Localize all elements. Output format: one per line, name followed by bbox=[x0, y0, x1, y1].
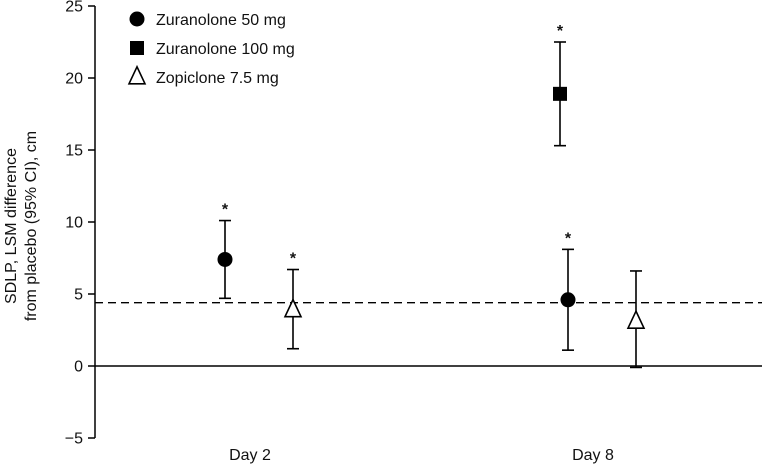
data-point-circle-filled bbox=[560, 292, 576, 308]
data-point-circle-filled bbox=[217, 251, 233, 267]
x-category-label: Day 2 bbox=[229, 447, 271, 464]
y-tick-label: 5 bbox=[74, 287, 83, 304]
y-tick-label: 25 bbox=[65, 0, 83, 16]
y-axis-title-line1: SDLP, LSM difference bbox=[3, 148, 20, 304]
significance-star: * bbox=[222, 202, 229, 219]
data-point-triangle-open bbox=[283, 297, 303, 318]
legend-label: Zopiclone 7.5 mg bbox=[156, 70, 279, 87]
legend-label: Zuranolone 100 mg bbox=[156, 41, 295, 58]
legend-marker-circle-filled bbox=[129, 11, 145, 27]
y-tick-label: 15 bbox=[65, 143, 83, 160]
y-tick-label: 10 bbox=[65, 215, 83, 232]
legend-marker-square-filled bbox=[130, 41, 144, 55]
data-point-square-filled bbox=[553, 86, 567, 101]
data-point-triangle-open bbox=[626, 309, 646, 329]
significance-star: * bbox=[565, 230, 572, 247]
x-category-label: Day 8 bbox=[572, 447, 614, 464]
significance-star: * bbox=[290, 251, 297, 268]
significance-star: * bbox=[557, 23, 564, 40]
y-axis-title-line2: from placebo (95% CI), cm bbox=[23, 131, 40, 321]
legend-label: Zuranolone 50 mg bbox=[156, 12, 286, 29]
y-tick-label: −5 bbox=[65, 431, 83, 448]
y-tick-label: 20 bbox=[65, 71, 83, 88]
legend-marker-triangle-open bbox=[127, 64, 147, 85]
y-tick-label: 0 bbox=[74, 359, 83, 376]
